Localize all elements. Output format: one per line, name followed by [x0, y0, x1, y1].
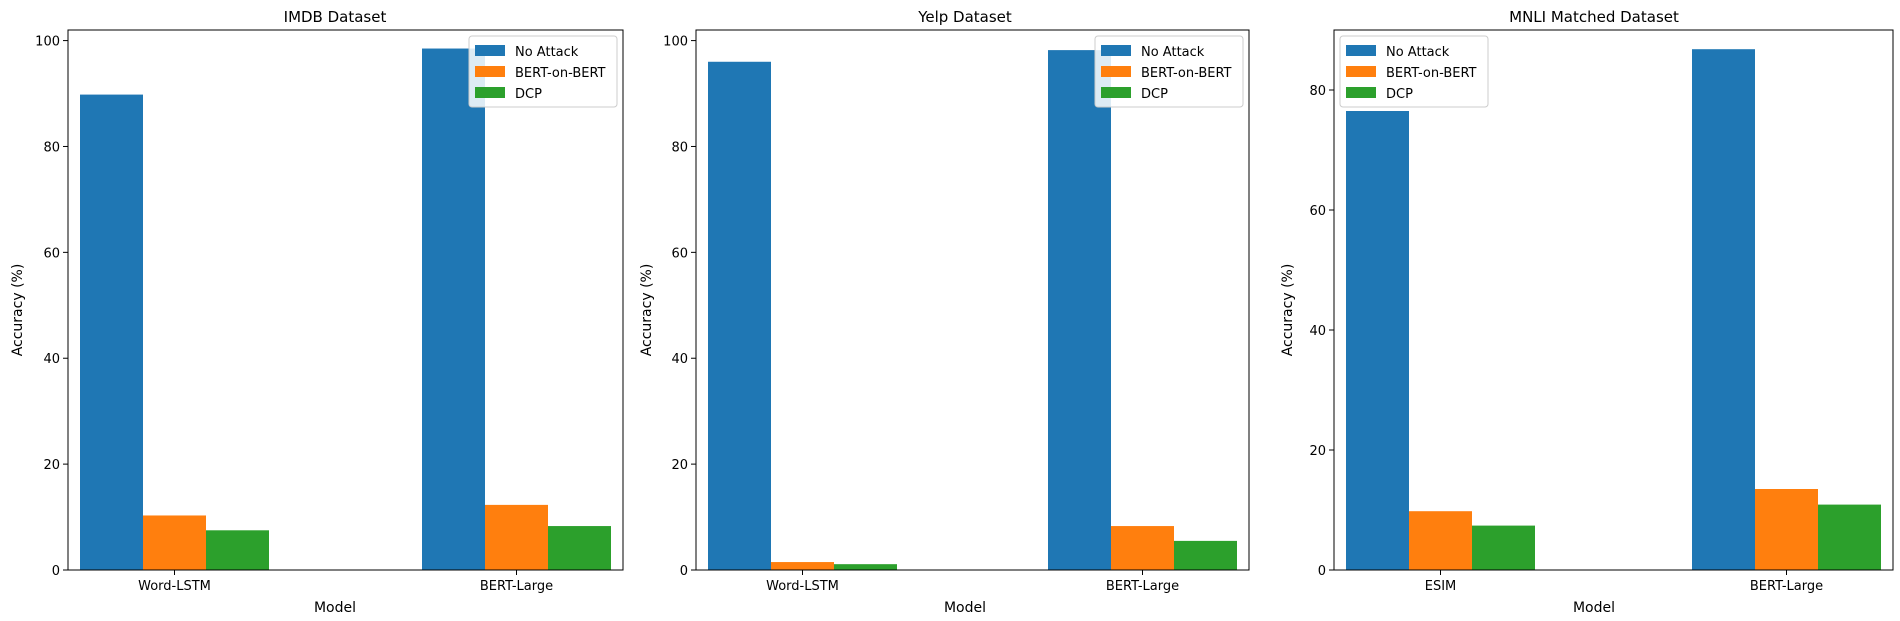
y-tick-label: 40 [43, 352, 60, 367]
legend-label: No Attack [1386, 45, 1450, 60]
legend-swatch [1101, 45, 1131, 56]
y-axis-label: Accuracy (%) [10, 264, 26, 357]
chart-title: Yelp Dataset [917, 8, 1012, 26]
x-axis-label: Model [944, 600, 986, 616]
bar-dcp [1174, 540, 1237, 570]
y-tick-label: 0 [680, 564, 688, 579]
plot-frame [67, 29, 624, 571]
y-tick-label: 80 [1309, 84, 1326, 99]
legend-label: No Attack [1141, 45, 1205, 60]
legend-label: DCP [1386, 87, 1413, 102]
bar-bert-on-bert [485, 504, 548, 570]
legend-label: DCP [515, 87, 542, 102]
bar-bert-on-bert [143, 515, 206, 570]
bar-dcp [206, 530, 269, 570]
y-axis-label: Accuracy (%) [639, 264, 655, 357]
yelp-chart-panel: Yelp Dataset Model Accuracy (%) 0 20 40 60 8… [639, 8, 1250, 616]
legend-frame [1339, 35, 1489, 108]
bar-no-attack [1346, 111, 1409, 570]
legend-frame [1094, 35, 1244, 108]
legend-swatch [1346, 66, 1376, 77]
bar-no-attack [708, 61, 771, 570]
x-tick-label: BERT-Large [1106, 579, 1179, 594]
legend-swatch [475, 87, 505, 98]
legend-label: BERT-on-BERT [1386, 66, 1477, 81]
plot-frame [1333, 29, 1894, 571]
legend-swatch [1346, 45, 1376, 56]
x-tick-label: BERT-Large [1750, 579, 1823, 594]
y-tick-label: 100 [663, 35, 688, 50]
bar-bert-on-bert [1111, 526, 1174, 570]
bar-bert-on-bert [1409, 511, 1472, 570]
bar-no-attack [80, 94, 143, 571]
y-tick-label: 20 [1309, 444, 1326, 459]
bar-dcp [1472, 525, 1535, 570]
legend-swatch [1101, 66, 1131, 77]
x-tick-label: Word-LSTM [138, 579, 211, 594]
y-tick-label: 100 [35, 35, 60, 50]
y-tick-label: 40 [1309, 324, 1326, 339]
bar-bert-on-bert [771, 562, 834, 570]
legend-swatch [475, 45, 505, 56]
x-tick-label: Word-LSTM [766, 579, 839, 594]
bar-no-attack [1692, 49, 1755, 570]
legend: No Attack BERT-on-BERT DCP [1094, 35, 1244, 108]
bar-bert-on-bert [1755, 489, 1818, 570]
plot-frame [695, 29, 1250, 571]
chart-title: MNLI Matched Dataset [1509, 8, 1679, 26]
y-axis-label: Accuracy (%) [1280, 264, 1296, 357]
y-tick-label: 0 [1318, 564, 1326, 579]
x-tick-label: ESIM [1425, 579, 1457, 594]
legend: No Attack BERT-on-BERT DCP [1339, 35, 1489, 108]
bar-dcp [548, 526, 611, 570]
legend-swatch [1101, 87, 1131, 98]
mnli-chart-panel: MNLI Matched Dataset Model Accuracy (%) … [1280, 8, 1894, 616]
y-tick-label: 80 [43, 140, 60, 155]
y-tick-label: 0 [52, 564, 60, 579]
legend-frame [468, 35, 618, 108]
y-tick-label: 80 [671, 140, 688, 155]
legend-label: No Attack [515, 45, 579, 60]
y-tick-label: 60 [1309, 204, 1326, 219]
legend: No Attack BERT-on-BERT DCP [468, 35, 618, 108]
chart-title: IMDB Dataset [284, 8, 387, 26]
bar-dcp [1818, 504, 1881, 570]
y-tick-label: 60 [671, 246, 688, 261]
bar-no-attack [1048, 50, 1111, 570]
x-axis-label: Model [1573, 600, 1615, 616]
x-axis-label: Model [314, 600, 356, 616]
legend-label: BERT-on-BERT [515, 66, 606, 81]
y-tick-label: 60 [43, 246, 60, 261]
y-tick-label: 20 [671, 458, 688, 473]
y-tick-label: 20 [43, 458, 60, 473]
y-tick-label: 40 [671, 352, 688, 367]
x-tick-label: BERT-Large [480, 579, 553, 594]
bar-no-attack [422, 48, 485, 570]
bar-dcp [834, 564, 897, 570]
imdb-chart-panel: IMDB Dataset Model Accuracy (%) 0 20 40 60 8… [10, 8, 624, 616]
legend-swatch [1346, 87, 1376, 98]
legend-label: DCP [1141, 87, 1168, 102]
legend-label: BERT-on-BERT [1141, 66, 1232, 81]
legend-swatch [475, 66, 505, 77]
